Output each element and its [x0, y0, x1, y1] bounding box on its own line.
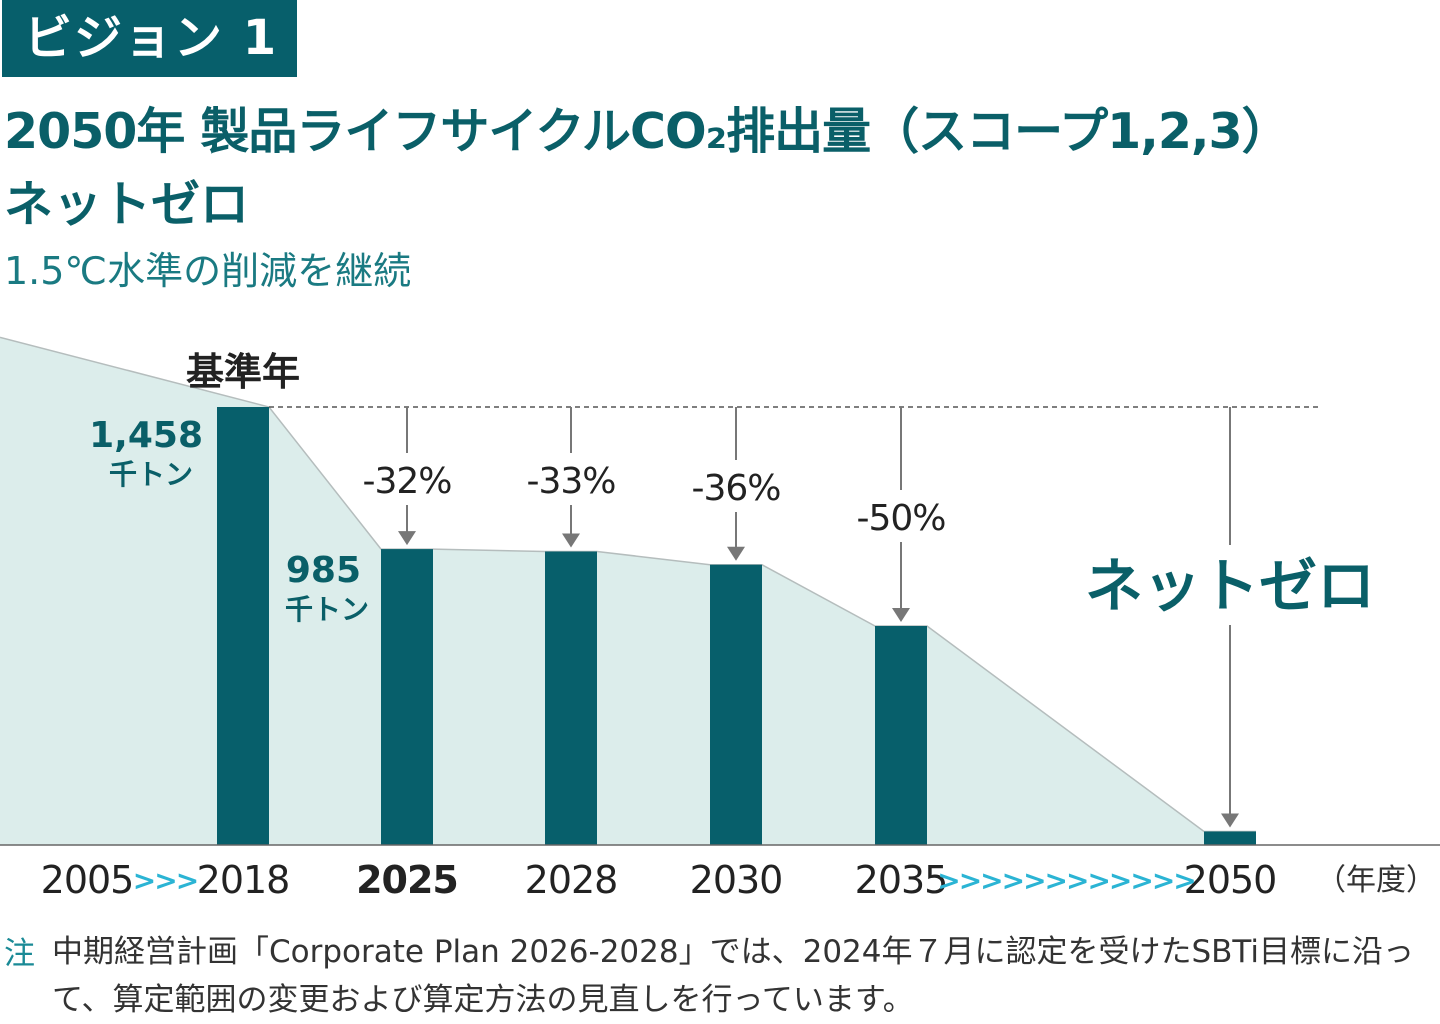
reduction-label-2025: -32%: [362, 461, 451, 502]
bar-2035: [875, 626, 927, 845]
vision-badge: ビジョン 1: [2, 0, 297, 77]
trend-line: [0, 336, 1256, 833]
baseline-year-label: 基準年: [186, 350, 300, 394]
x-tick-label-2005: 2005: [41, 858, 134, 902]
chart-subtitle: 1.5℃水準の削減を継続: [4, 249, 412, 293]
x-separator-arrows: >>>: [133, 864, 197, 897]
reduction-label-2035: -50%: [856, 498, 945, 539]
arrow-head-2030: [727, 546, 745, 561]
unit-label-2018: 千トン: [109, 458, 193, 491]
x-tick-label-2050: 2050: [1184, 858, 1277, 902]
reduction-label-2030: -36%: [691, 468, 780, 509]
value-label-2018: 1,458: [89, 415, 203, 456]
netzero-label: ネットゼロ: [1085, 552, 1375, 620]
bar-2025: [381, 549, 433, 845]
x-tick-label-2025: 2025: [356, 858, 458, 902]
x-tick-label-2028: 2028: [525, 858, 618, 902]
bar-2030: [710, 564, 762, 845]
arrow-head-2035: [892, 608, 910, 622]
arrow-head-2028: [562, 533, 580, 548]
x-tick-label-2035: 2035: [855, 858, 948, 902]
bar-2028: [545, 551, 597, 845]
x-tick-label-2030: 2030: [690, 858, 783, 902]
x-axis-unit: （年度）: [1316, 863, 1436, 898]
bar-2050: [1204, 831, 1256, 845]
x-separator-arrows: >>>>>>>>>>>>: [937, 864, 1195, 897]
unit-label-2025: 千トン: [285, 593, 369, 626]
chart-title-line2: ネットゼロ: [4, 176, 250, 233]
chart-title: 2050年 製品ライフサイクルCO₂排出量（スコープ1,2,3）: [4, 103, 1291, 160]
trend-area: [0, 337, 1256, 845]
note-mark: 注: [4, 936, 35, 972]
bar-2018: [217, 407, 269, 845]
value-label-2025: 985: [286, 550, 361, 591]
arrow-head-2025: [398, 531, 416, 546]
reduction-label-2028: -33%: [526, 461, 615, 502]
x-tick-label-2018: 2018: [197, 858, 290, 902]
arrow-head-2050: [1221, 813, 1239, 828]
note-text: 中期経営計画「Corporate Plan 2026-2028」では、2024年…: [52, 934, 1415, 1018]
